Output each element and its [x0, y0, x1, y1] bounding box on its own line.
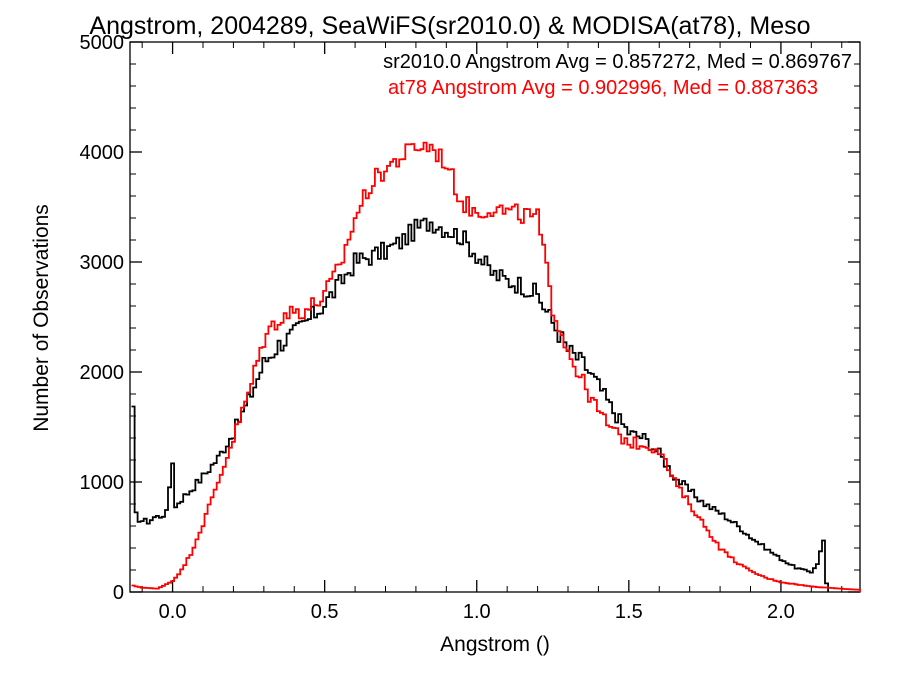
plot-frame — [129, 41, 861, 593]
series-layer — [131, 141, 861, 592]
annotation-black-series-stats: sr2010.0 Angstrom Avg = 0.857272, Med = … — [383, 51, 852, 73]
chart-title: Angstrom, 2004289, SeaWiFS(sr2010.0) & M… — [89, 12, 810, 40]
y-tick-label: 1000 — [80, 472, 125, 494]
y-tick-label: 5000 — [80, 32, 125, 54]
y-tick-label: 0 — [113, 582, 124, 604]
x-axis-label: Angstrom () — [440, 633, 550, 656]
series-line-sr2010.0 — [131, 217, 829, 592]
y-tick-label: 2000 — [80, 362, 125, 384]
axes: 0.0 0.5 1.0 1.5 2.0 0 1000 2000 3000 4000 5000 — [80, 32, 861, 623]
x-tick-label: 2.0 — [767, 601, 795, 623]
y-tick-label: 3000 — [80, 252, 125, 274]
x-tick-label: 1.5 — [615, 601, 643, 623]
series-line-at78 — [131, 141, 861, 592]
y-tick-label: 4000 — [80, 142, 125, 164]
y-axis-label: Number of Observations — [30, 204, 53, 432]
x-tick-label: 0.0 — [159, 601, 187, 623]
annotation-red-series-stats: at78 Angstrom Avg = 0.902996, Med = 0.88… — [388, 77, 818, 99]
x-tick-label: 1.0 — [463, 601, 491, 623]
x-tick-label: 0.5 — [311, 601, 339, 623]
